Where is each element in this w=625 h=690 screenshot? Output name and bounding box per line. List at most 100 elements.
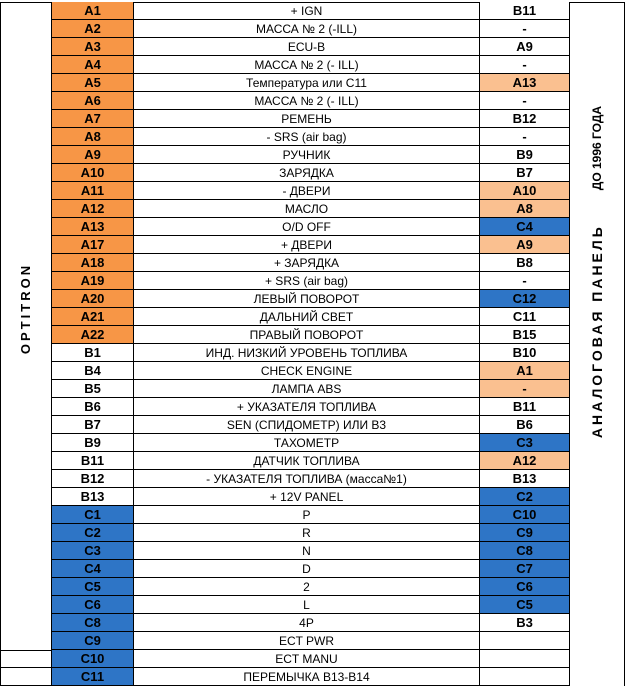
right-margin-cell <box>570 614 625 632</box>
analog-pin: C2 <box>480 488 570 506</box>
right-margin-cell <box>570 344 625 362</box>
left-margin-cell <box>0 164 52 182</box>
left-margin-cell <box>0 38 52 56</box>
analog-pin: A13 <box>480 74 570 92</box>
optitron-pin: B1 <box>52 344 134 362</box>
pin-function: 2 <box>134 578 480 596</box>
pin-function: O/D OFF <box>134 218 480 236</box>
right-margin-cell <box>570 182 625 200</box>
right-margin-cell <box>570 488 625 506</box>
analog-pin: B9 <box>480 146 570 164</box>
analog-pin: - <box>480 380 570 398</box>
optitron-pin: A9 <box>52 146 134 164</box>
right-margin-cell <box>570 92 625 110</box>
left-margin-cell <box>0 596 52 614</box>
analog-pin: C6 <box>480 578 570 596</box>
analog-pin: C11 <box>480 308 570 326</box>
analog-pin: A9 <box>480 236 570 254</box>
left-margin-cell <box>0 542 52 560</box>
optitron-pin: C9 <box>52 632 134 650</box>
right-margin-cell <box>570 362 625 380</box>
optitron-pin: A2 <box>52 20 134 38</box>
analog-pin: A10 <box>480 182 570 200</box>
pin-function: + IGN <box>134 2 480 20</box>
left-margin-cell <box>0 290 52 308</box>
pin-function: ECT MANU <box>134 650 480 668</box>
optitron-pin: C1 <box>52 506 134 524</box>
pin-function: - ДВЕРИ <box>134 182 480 200</box>
pin-function: + 12V PANEL <box>134 488 480 506</box>
left-margin-cell <box>0 578 52 596</box>
pin-function: РЕМЕНЬ <box>134 110 480 128</box>
analog-pin: B10 <box>480 344 570 362</box>
pin-function: P <box>134 506 480 524</box>
optitron-pin: B12 <box>52 470 134 488</box>
left-margin-cell <box>0 632 52 650</box>
pin-function: МАССА № 2 (-ILL) <box>134 20 480 38</box>
right-margin-cell <box>570 416 625 434</box>
optitron-pin: A22 <box>52 326 134 344</box>
pin-function: ECT PWR <box>134 632 480 650</box>
right-margin-cell <box>570 56 625 74</box>
analog-pin: C12 <box>480 290 570 308</box>
optitron-pin: C6 <box>52 596 134 614</box>
pin-function: ЛЕВЫЙ ПОВОРОТ <box>134 290 480 308</box>
optitron-pin: C2 <box>52 524 134 542</box>
analog-pin: - <box>480 92 570 110</box>
left-margin-cell <box>0 362 52 380</box>
pin-function: D <box>134 560 480 578</box>
pin-function: ЛАМПА ABS <box>134 380 480 398</box>
left-margin-cell <box>0 2 52 20</box>
pin-function: РУЧНИК <box>134 146 480 164</box>
right-margin-cell <box>570 20 625 38</box>
optitron-pin: A1 <box>52 2 134 20</box>
analog-pin: - <box>480 128 570 146</box>
optitron-pin: C5 <box>52 578 134 596</box>
optitron-pin: C3 <box>52 542 134 560</box>
pin-function: CHECK ENGINE <box>134 362 480 380</box>
right-margin-cell <box>570 380 625 398</box>
left-margin-cell <box>0 92 52 110</box>
optitron-pin: A13 <box>52 218 134 236</box>
right-margin-cell <box>570 452 625 470</box>
right-margin-cell <box>570 218 625 236</box>
pin-function: N <box>134 542 480 560</box>
pin-function: ИНД. НИЗКИЙ УРОВЕНЬ ТОПЛИВА <box>134 344 480 362</box>
analog-pin: B3 <box>480 614 570 632</box>
pin-function: SEN (СПИДОМЕТР) ИЛИ B3 <box>134 416 480 434</box>
left-margin-cell <box>0 236 52 254</box>
right-margin-cell <box>570 596 625 614</box>
analog-pin: - <box>480 272 570 290</box>
analog-pin: C3 <box>480 434 570 452</box>
analog-pin: A9 <box>480 38 570 56</box>
pin-function: МАСЛО <box>134 200 480 218</box>
left-margin-cell <box>0 650 52 668</box>
analog-pin: B11 <box>480 398 570 416</box>
right-margin-cell <box>570 578 625 596</box>
pin-function: ЗАРЯДКА <box>134 164 480 182</box>
analog-pin: C5 <box>480 596 570 614</box>
left-margin-cell <box>0 200 52 218</box>
analog-pin: B13 <box>480 470 570 488</box>
analog-pin: C8 <box>480 542 570 560</box>
analog-pin: C10 <box>480 506 570 524</box>
left-margin-cell <box>0 254 52 272</box>
analog-pin: B6 <box>480 416 570 434</box>
analog-pin <box>480 632 570 650</box>
optitron-pin: A6 <box>52 92 134 110</box>
pin-function: МАССА № 2 (- ILL) <box>134 92 480 110</box>
right-margin-cell <box>570 542 625 560</box>
analog-pin: C7 <box>480 560 570 578</box>
right-margin-cell <box>570 290 625 308</box>
left-margin-cell <box>0 380 52 398</box>
analog-pin: - <box>480 56 570 74</box>
right-margin-cell <box>570 326 625 344</box>
right-margin-cell <box>570 308 625 326</box>
right-margin-cell <box>570 254 625 272</box>
left-margin-cell <box>0 110 52 128</box>
optitron-pin: C10 <box>52 650 134 668</box>
analog-pin: C4 <box>480 218 570 236</box>
right-margin-cell <box>570 110 625 128</box>
optitron-pin: B4 <box>52 362 134 380</box>
